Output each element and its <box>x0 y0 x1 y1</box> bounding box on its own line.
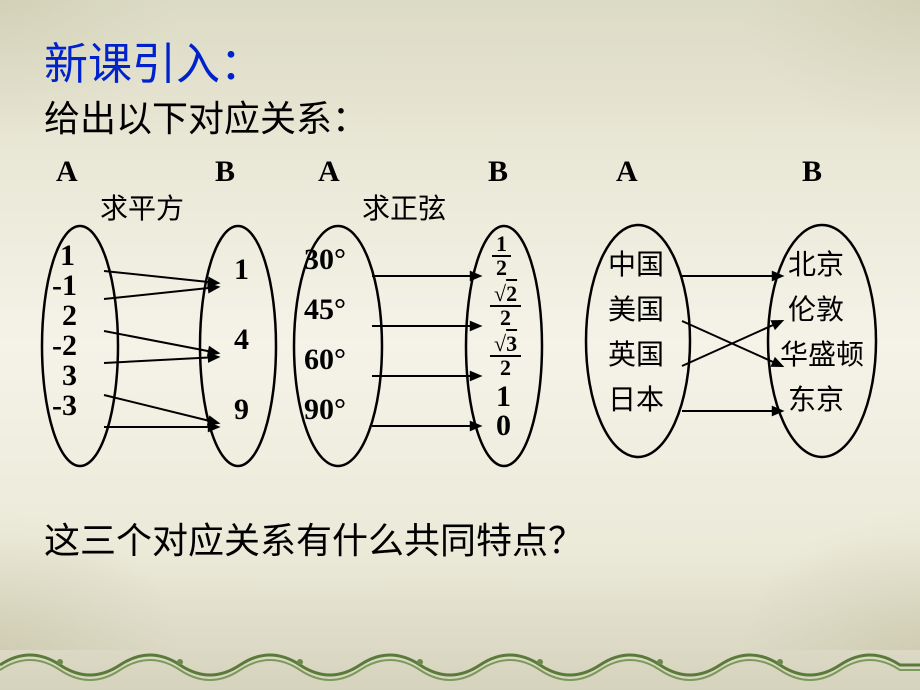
d3-a-1: 美国 <box>608 288 664 328</box>
d2-b-0: 12 <box>492 233 511 279</box>
d2-b-3: 10 <box>496 383 511 443</box>
d2-b-1: √22 <box>490 283 521 329</box>
d3-b-3: 东京 <box>788 378 844 418</box>
slide-question: 这三个对应关系有什么共同特点？ <box>44 512 584 564</box>
d3-a-3: 日本 <box>608 378 664 418</box>
d1-a-2: 2 <box>62 299 77 333</box>
slide-title: 新课引入： <box>44 28 264 92</box>
d1-a-3: -2 <box>52 329 77 363</box>
d1-a-4: 3 <box>62 359 77 393</box>
mapping-svg-1 <box>40 171 288 481</box>
d2-a-3: 90° <box>304 393 346 427</box>
d3-a-2: 英国 <box>608 333 664 373</box>
d2-b-2: √32 <box>490 333 521 379</box>
d1-a-0: 1 <box>60 239 75 273</box>
d1-b-1: 4 <box>234 323 249 357</box>
d1-b-0: 1 <box>234 253 249 287</box>
decorative-wave <box>0 630 920 690</box>
slide-subtitle: 给出以下对应关系： <box>44 90 368 142</box>
corner-decoration-tr <box>740 0 920 140</box>
d2-a-0: 30° <box>304 243 346 277</box>
d3-b-0: 北京 <box>788 243 844 283</box>
d3-b-1: 伦敦 <box>788 288 844 328</box>
d2-a-1: 45° <box>304 293 346 327</box>
d3-b-2: 华盛顿 <box>780 333 864 373</box>
d3-a-0: 中国 <box>608 243 664 283</box>
d1-b-2: 9 <box>234 393 249 427</box>
d1-a-1: -1 <box>52 269 77 303</box>
diagrams-container: A B 求平方 1 -1 2 -2 3 -3 1 4 9 A B 求正弦 30°… <box>40 155 880 495</box>
corner-decoration-br <box>740 510 920 650</box>
d2-a-2: 60° <box>304 343 346 377</box>
d1-a-5: -3 <box>52 389 77 423</box>
